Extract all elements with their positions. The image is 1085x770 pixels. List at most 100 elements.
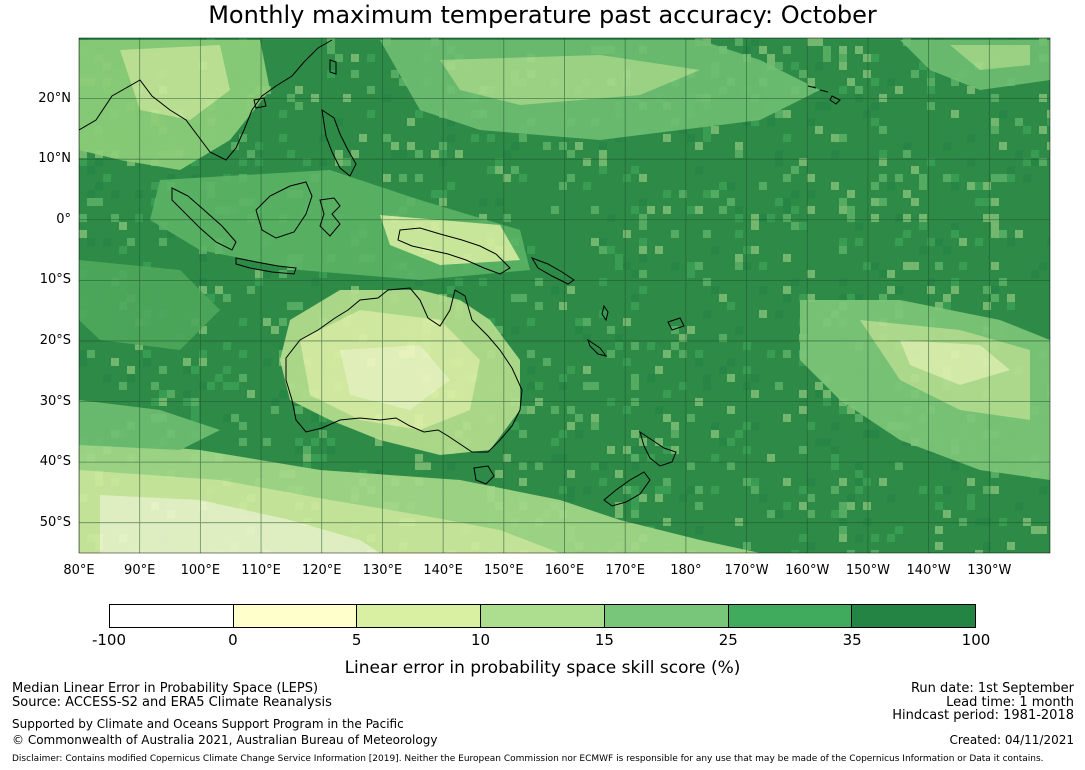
skill-cell: [559, 486, 567, 494]
skill-cell: [695, 350, 703, 358]
skill-cell: [287, 94, 295, 102]
skill-cell: [583, 318, 591, 326]
skill-cell: [951, 230, 959, 238]
footer-lead-time: Lead time: 1 month: [946, 695, 1074, 710]
skill-cell: [711, 454, 719, 462]
skill-cell: [735, 38, 743, 46]
skill-cell: [487, 134, 495, 142]
skill-cell: [703, 190, 711, 198]
skill-cell: [247, 286, 255, 294]
skill-cell: [935, 302, 943, 310]
skill-cell: [639, 222, 647, 230]
sumatra-coast: [171, 187, 237, 251]
skill-cell: [855, 94, 863, 102]
skill-cell: [1039, 262, 1047, 270]
skill-cell: [991, 214, 999, 222]
skill-cell: [143, 350, 151, 358]
skill-cell: [551, 406, 559, 414]
skill-cell: [631, 494, 639, 502]
skill-cell: [663, 446, 671, 454]
skill-cell: [511, 142, 519, 150]
skill-cell: [319, 134, 327, 142]
skill-cell: [735, 254, 743, 262]
skill-cell: [743, 382, 751, 390]
skill-cell: [511, 326, 519, 334]
skill-cell: [279, 134, 287, 142]
skill-cell: [743, 46, 751, 54]
skill-cell: [607, 326, 615, 334]
skill-cell: [991, 198, 999, 206]
skill-cell: [967, 494, 975, 502]
skill-cell: [575, 414, 583, 422]
skill-cell: [407, 142, 415, 150]
skill-cell: [567, 470, 575, 478]
skill-cell: [671, 230, 679, 238]
skill-cell: [943, 510, 951, 518]
skill-cell: [727, 198, 735, 206]
borneo-coast: [255, 181, 313, 239]
longitude-label: 130°W: [967, 563, 1012, 578]
skill-cell: [199, 326, 207, 334]
skill-cell: [743, 118, 751, 126]
colorbar-tick-label: 100: [961, 631, 991, 649]
skill-cell: [495, 470, 503, 478]
skill-cell: [975, 550, 983, 553]
skill-cell: [807, 190, 815, 198]
skill-cell: [719, 206, 727, 214]
skill-cell: [791, 190, 799, 198]
skill-cell: [823, 102, 831, 110]
skill-cell: [839, 510, 847, 518]
skill-cell: [735, 326, 743, 334]
skill-cell: [631, 382, 639, 390]
skill-cell: [359, 134, 367, 142]
skill-cell: [295, 102, 303, 110]
skill-cell: [183, 390, 191, 398]
skill-cell: [239, 134, 247, 142]
skill-cell: [599, 310, 607, 318]
skill-cell: [727, 374, 735, 382]
skill-cell: [1047, 110, 1050, 118]
skill-cell: [687, 326, 695, 334]
skill-cell: [735, 230, 743, 238]
skill-cell: [839, 206, 847, 214]
footer-disclaimer: Disclaimer: Contains modified Copernicus…: [12, 754, 1044, 764]
longitude-label: 170°W: [724, 563, 769, 578]
skill-cell: [519, 406, 527, 414]
skill-cell: [407, 118, 415, 126]
skill-cell: [783, 134, 791, 142]
skill-cell: [607, 398, 615, 406]
skill-cell: [239, 374, 247, 382]
colorbar-tick-label: 25: [718, 631, 738, 649]
skill-cell: [879, 158, 887, 166]
skill-cell: [983, 286, 991, 294]
skill-cell: [375, 438, 383, 446]
skill-cell: [663, 134, 671, 142]
skill-cell: [751, 374, 759, 382]
skill-cell: [727, 302, 735, 310]
skill-cell: [303, 446, 311, 454]
skill-cell: [935, 262, 943, 270]
skill-cell: [751, 390, 759, 398]
skill-cell: [1007, 542, 1015, 550]
skill-cell: [575, 430, 583, 438]
colorbar-segment: [110, 605, 234, 627]
skill-cell: [551, 454, 559, 462]
skill-cell: [695, 142, 703, 150]
longitude-label: 180°: [670, 563, 702, 578]
skill-cell: [887, 494, 895, 502]
skill-cell: [615, 502, 623, 510]
skill-cell: [951, 182, 959, 190]
skill-cell: [591, 422, 599, 430]
skill-cell: [799, 70, 807, 78]
skill-cell: [775, 110, 783, 118]
skill-cell: [895, 214, 903, 222]
skill-cell: [167, 174, 175, 182]
skill-cell: [791, 206, 799, 214]
graticule: [79, 38, 1050, 553]
skill-cell: [79, 158, 87, 166]
skill-cell: [919, 214, 927, 222]
skill-cell: [679, 350, 687, 358]
skill-cell: [815, 38, 823, 46]
skill-cell: [663, 414, 671, 422]
skill-cell: [143, 262, 151, 270]
